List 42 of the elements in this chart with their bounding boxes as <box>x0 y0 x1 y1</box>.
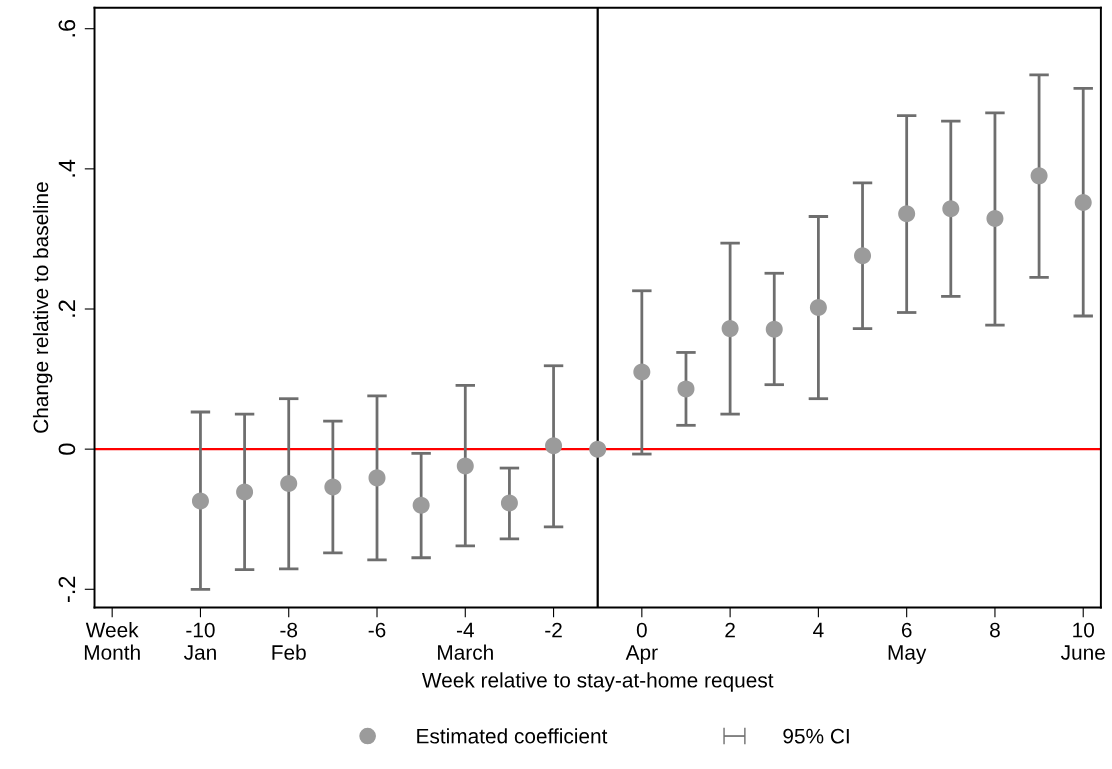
point <box>809 299 827 317</box>
x-tick-label: 2 <box>725 622 735 638</box>
point <box>677 380 695 398</box>
y-tick-label: 0 <box>58 443 76 455</box>
legend-label: Estimated coefficient <box>417 728 608 744</box>
point <box>898 205 916 223</box>
point <box>368 469 386 487</box>
x-axis-title: Week relative to stay-at-home request <box>421 672 774 692</box>
point <box>942 200 960 218</box>
point <box>191 492 209 510</box>
point <box>456 457 474 475</box>
x-tick-label: -8 Feb <box>272 622 306 660</box>
x-tick-label: -6 <box>368 622 386 638</box>
point <box>324 478 342 496</box>
x-tick-label: Week Month <box>84 622 140 660</box>
x-tick-label: 0 Apr <box>625 622 658 664</box>
point <box>500 494 518 512</box>
x-tick-label: 4 <box>813 622 824 638</box>
y-tick-label: -.2 <box>58 576 76 603</box>
point <box>721 320 739 338</box>
point <box>765 320 783 338</box>
y-tick-label: .6 <box>58 19 76 37</box>
x-tick-label: -10 Jan <box>183 622 216 660</box>
point <box>986 210 1004 228</box>
y-tick-label: .2 <box>58 300 76 317</box>
point <box>545 437 563 455</box>
point <box>1030 167 1048 185</box>
x-tick-label: 6 May <box>888 622 927 664</box>
y-axis-title: Change relative to baseline <box>32 182 53 433</box>
point <box>633 363 651 381</box>
text: 95% CI <box>783 728 849 744</box>
point <box>412 496 430 514</box>
y-tick-label: .4 <box>58 159 76 177</box>
x-tick-label: 8 <box>990 622 1000 638</box>
point <box>589 440 607 458</box>
point <box>236 483 254 501</box>
x-tick-label: -4 March <box>438 622 493 660</box>
point <box>854 247 872 265</box>
x-tick-label: -2 <box>545 622 562 638</box>
x-tick-label: 10 June <box>1060 622 1105 660</box>
point <box>280 474 298 492</box>
point <box>1074 193 1092 211</box>
